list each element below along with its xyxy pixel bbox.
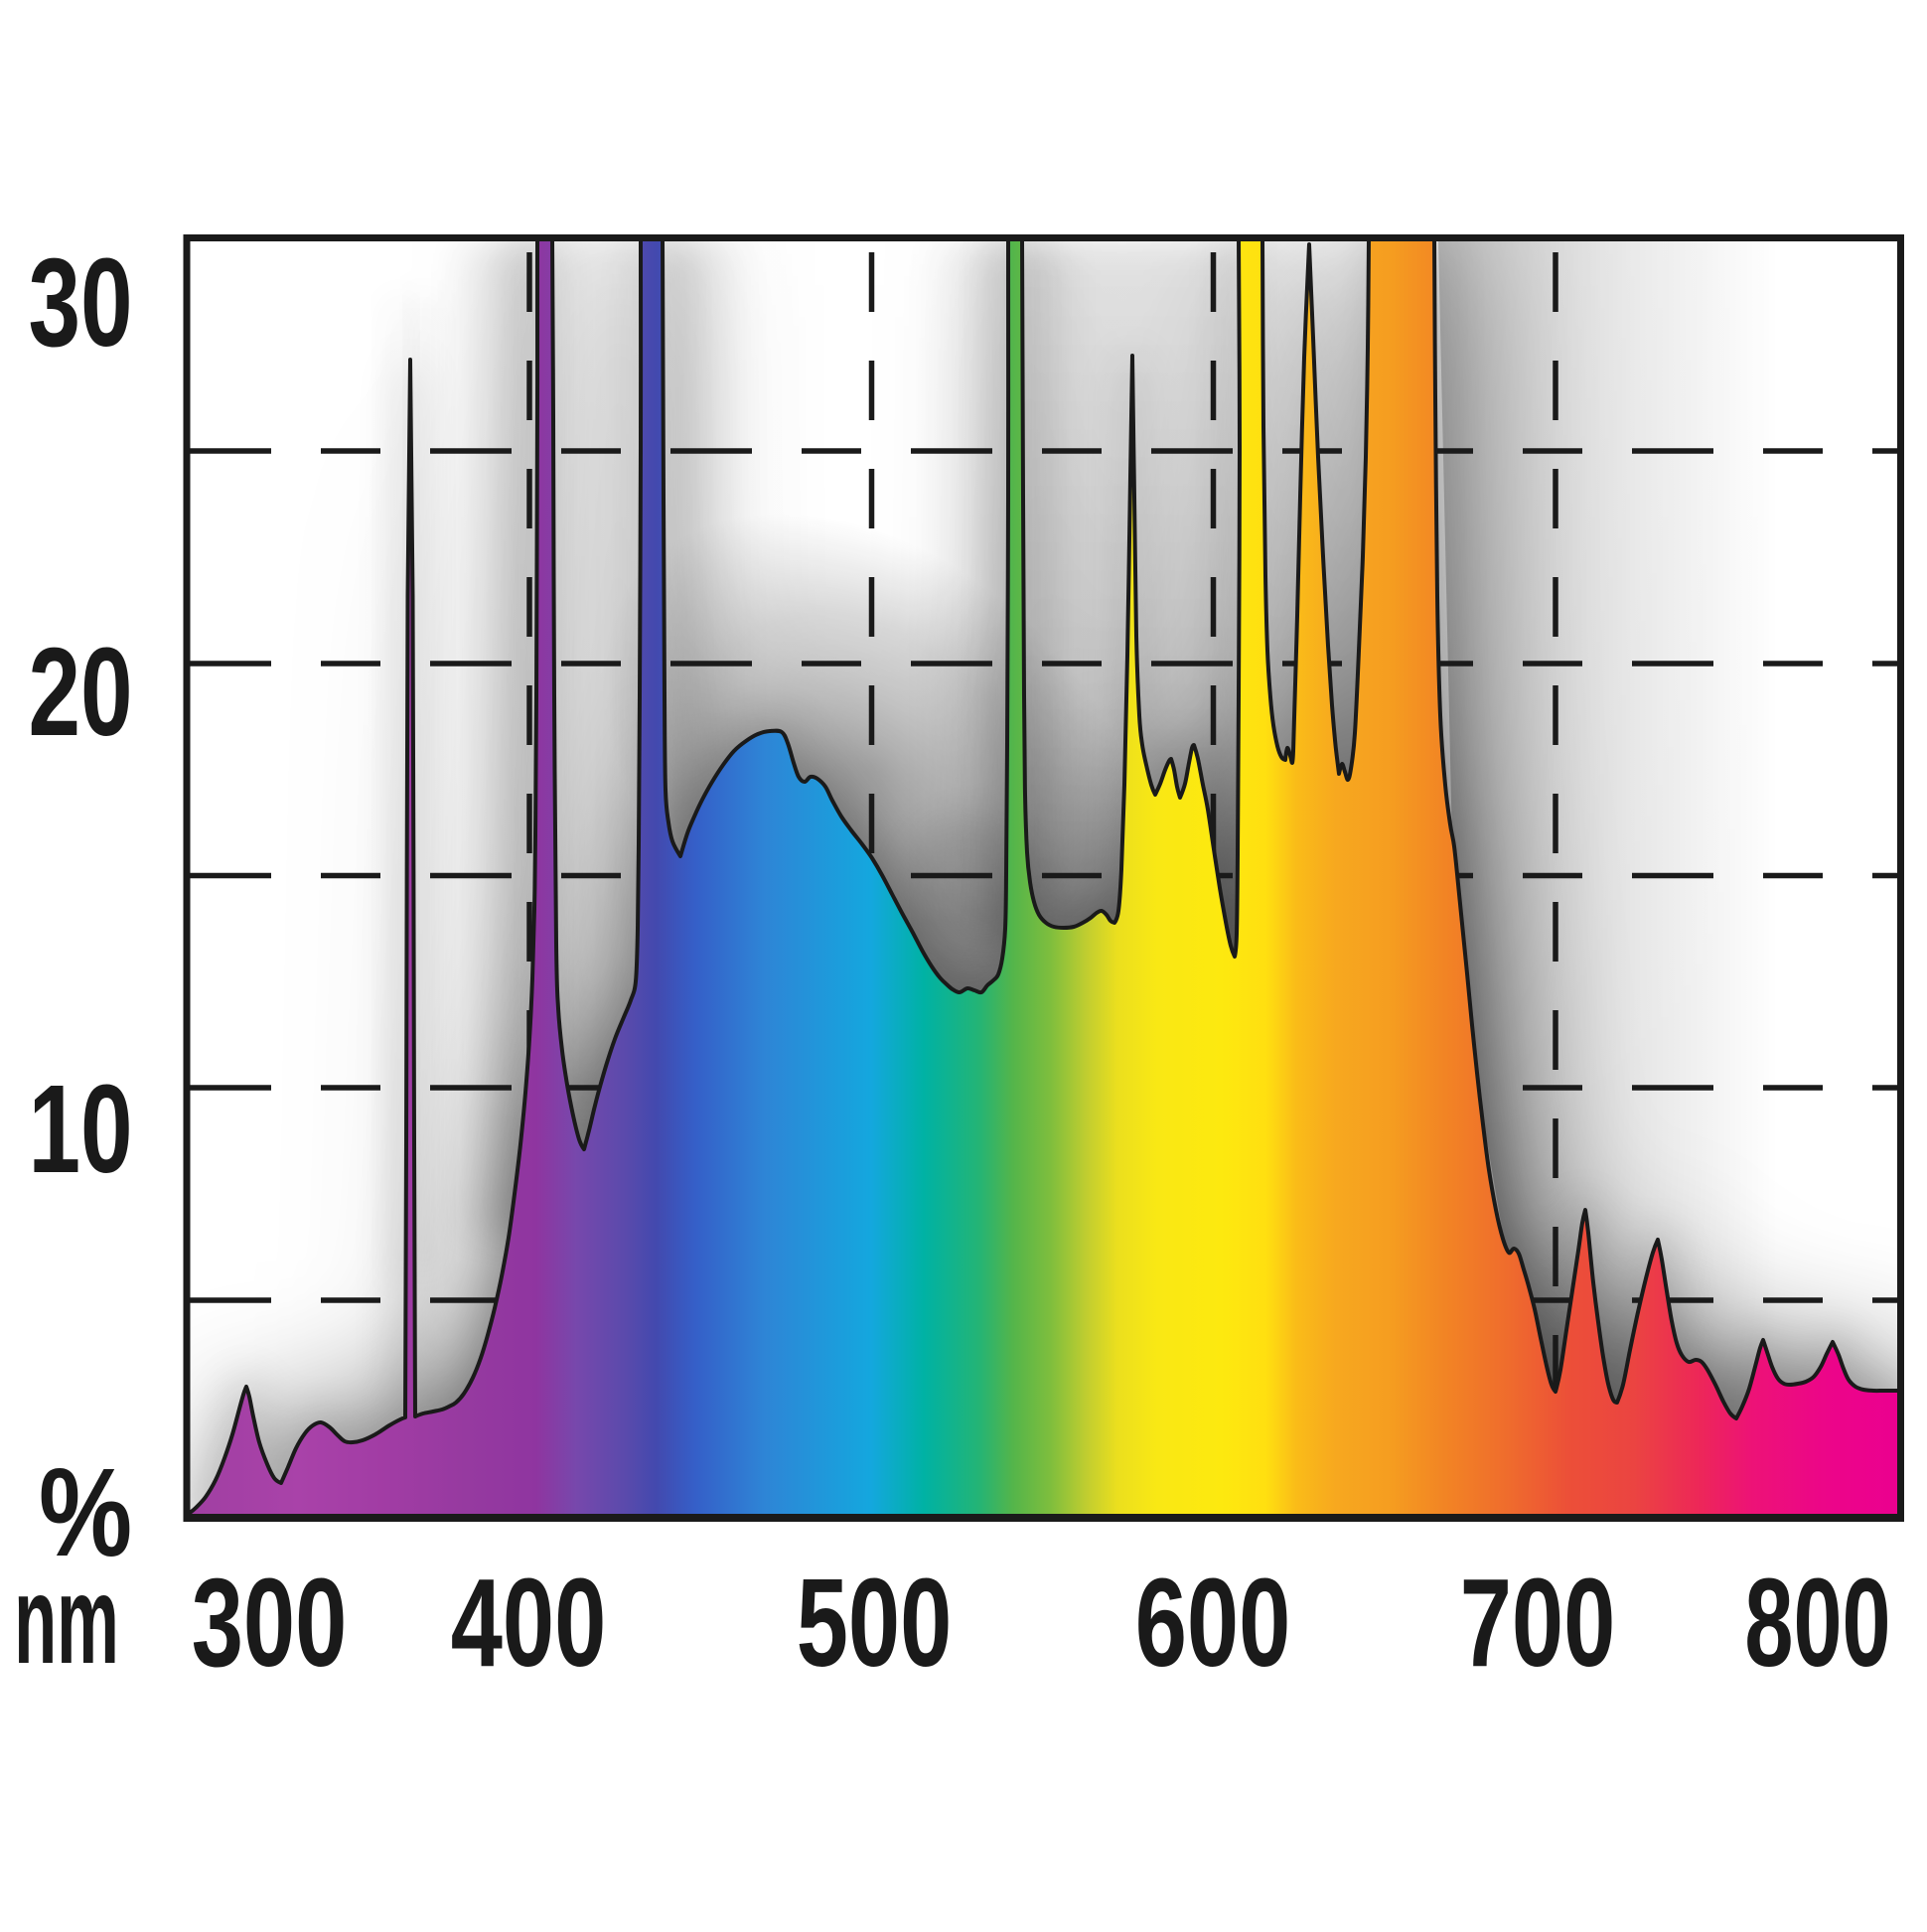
svg-text:800: 800 [1744, 1555, 1890, 1694]
svg-text:700: 700 [1460, 1552, 1616, 1693]
svg-text:20: 20 [28, 622, 132, 762]
svg-text:600: 600 [1135, 1552, 1291, 1693]
svg-text:nm: nm [14, 1550, 119, 1690]
svg-text:500: 500 [797, 1552, 953, 1693]
svg-text:300: 300 [192, 1552, 348, 1693]
svg-text:10: 10 [28, 1059, 132, 1199]
svg-text:400: 400 [451, 1552, 607, 1693]
svg-text:30: 30 [28, 232, 132, 372]
svg-text:%: % [39, 1442, 132, 1582]
